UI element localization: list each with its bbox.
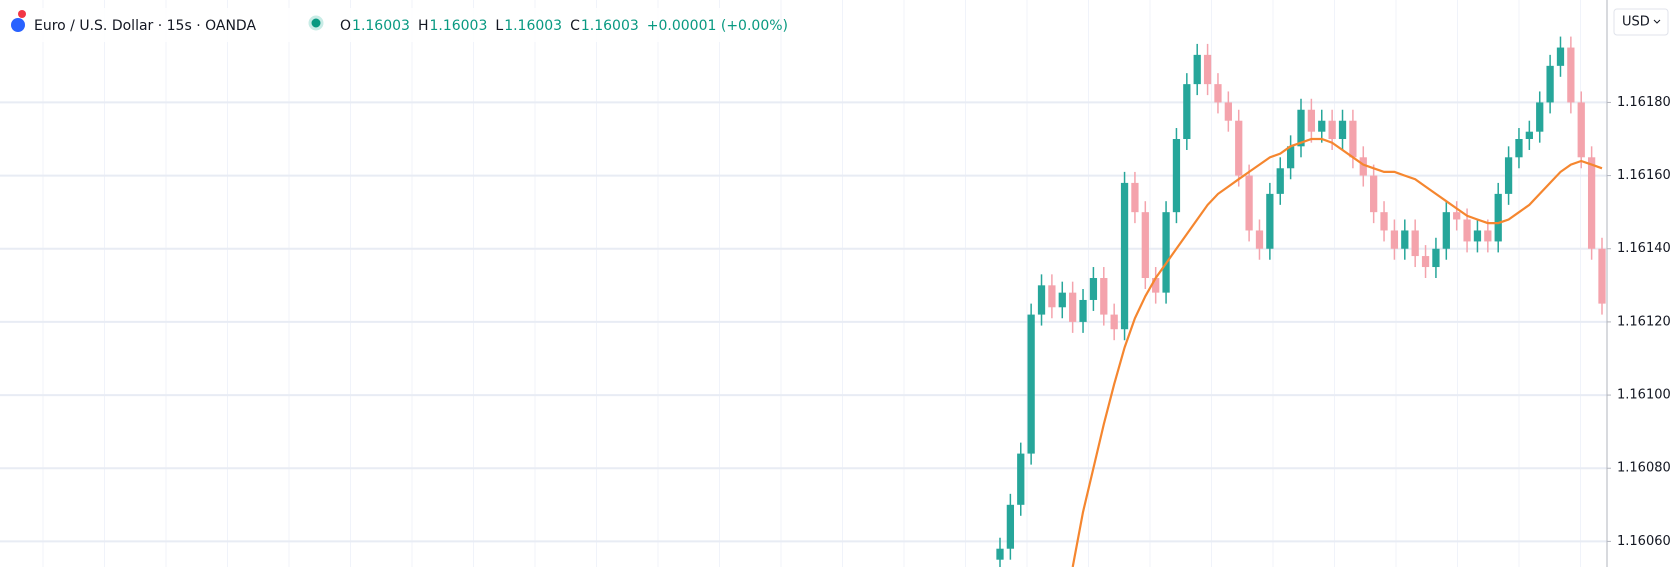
candle-body bbox=[1525, 131, 1533, 140]
candle-body bbox=[1069, 292, 1077, 322]
candle-body bbox=[1484, 230, 1492, 242]
candle-body bbox=[1048, 285, 1056, 308]
candle-body bbox=[1235, 120, 1243, 176]
y-tick-label: 1.16060 bbox=[1617, 534, 1671, 549]
candle-body bbox=[1307, 109, 1316, 132]
candle-body bbox=[1349, 120, 1357, 158]
candle-body bbox=[1515, 139, 1523, 158]
candle-body bbox=[1494, 193, 1502, 242]
candle-body bbox=[1183, 84, 1191, 140]
symbol-icon-flag bbox=[18, 10, 26, 18]
candle-body bbox=[1598, 248, 1606, 304]
ohlc-value: 1.16003 bbox=[504, 18, 562, 34]
candle-body bbox=[1432, 248, 1440, 268]
y-tick-label: 1.16140 bbox=[1617, 241, 1671, 256]
ohlc-label: H bbox=[418, 18, 429, 34]
grid bbox=[0, 0, 1607, 567]
ohlc-label: C bbox=[570, 18, 580, 34]
moving-average-line bbox=[1071, 137, 1603, 567]
candle-body bbox=[1473, 230, 1482, 242]
y-tick-label: 1.16120 bbox=[1617, 314, 1671, 329]
candle-body bbox=[1276, 168, 1284, 194]
candle-body bbox=[1006, 504, 1015, 549]
candle-body bbox=[1297, 109, 1305, 147]
y-tick-label: 1.16100 bbox=[1617, 388, 1671, 403]
currency-caret bbox=[1653, 19, 1661, 24]
currency-select[interactable] bbox=[1613, 8, 1669, 36]
candle-body bbox=[1172, 139, 1181, 213]
candle-body bbox=[1131, 182, 1139, 213]
candle-body bbox=[1587, 157, 1596, 249]
candle-body bbox=[1463, 219, 1471, 242]
price-change: +0.00001 (+0.00%) bbox=[647, 18, 788, 34]
candle-body bbox=[1017, 453, 1025, 505]
currency-label: USD bbox=[1622, 15, 1650, 30]
candle-body bbox=[1203, 54, 1212, 85]
candle-body bbox=[1266, 193, 1274, 249]
plot bbox=[996, 36, 1606, 567]
candle-body bbox=[996, 548, 1004, 560]
ohlc: O 1.16003 H 1.16003 L 1.16003 C 1.16003 +0.00001… bbox=[340, 18, 788, 34]
y-tick-label: 1.16180 bbox=[1617, 95, 1671, 110]
candle-body bbox=[1286, 146, 1295, 169]
header-bg bbox=[0, 8, 760, 42]
candle-body bbox=[1318, 120, 1326, 132]
candle-body bbox=[1504, 157, 1513, 194]
market-status bbox=[308, 15, 324, 31]
candle-body bbox=[1224, 102, 1232, 121]
candle-body bbox=[1442, 212, 1450, 249]
candle-body bbox=[1556, 47, 1565, 66]
candle-body bbox=[1058, 292, 1066, 308]
candle-body bbox=[1027, 314, 1035, 454]
candle-body bbox=[1390, 230, 1399, 249]
candle-body bbox=[1401, 230, 1409, 249]
candle-body bbox=[1577, 102, 1585, 158]
candle-body bbox=[1536, 102, 1544, 132]
ohlc-label: L bbox=[495, 18, 503, 34]
y-tick-label: 1.16160 bbox=[1617, 168, 1671, 183]
ohlc-label: O bbox=[340, 18, 351, 34]
candle-body bbox=[1546, 65, 1554, 103]
candle-body bbox=[1141, 212, 1149, 279]
candle-body bbox=[1255, 230, 1264, 249]
candle-body bbox=[1152, 278, 1160, 293]
candle-body bbox=[1370, 175, 1378, 213]
candle-body bbox=[1245, 175, 1253, 231]
candle-body bbox=[1037, 285, 1046, 315]
candle-body bbox=[1359, 157, 1367, 176]
ohlc-value: 1.16003 bbox=[352, 18, 410, 34]
candle-body bbox=[1411, 230, 1419, 257]
candle-body bbox=[1100, 278, 1108, 315]
candle-body bbox=[1338, 120, 1347, 140]
candle-body bbox=[1567, 47, 1575, 103]
candle-body bbox=[1110, 314, 1118, 330]
ohlc-value: 1.16003 bbox=[581, 18, 639, 34]
y-tick-label: 1.16080 bbox=[1617, 461, 1671, 476]
symbol-title: Euro / U.S. Dollar · 15s · OANDA bbox=[34, 18, 256, 34]
symbol-icon bbox=[11, 18, 25, 32]
candle-body bbox=[1214, 84, 1222, 103]
candle-body bbox=[1380, 212, 1388, 231]
candle-body bbox=[1193, 54, 1201, 85]
candle-body bbox=[1079, 299, 1087, 322]
candle-body bbox=[1453, 212, 1461, 220]
ohlc-value: 1.16003 bbox=[429, 18, 487, 34]
candle-body bbox=[1328, 120, 1336, 140]
candle-body bbox=[1421, 256, 1430, 268]
candle-body bbox=[1089, 278, 1098, 300]
candle-body bbox=[1162, 212, 1170, 293]
candle-body bbox=[1120, 182, 1129, 330]
